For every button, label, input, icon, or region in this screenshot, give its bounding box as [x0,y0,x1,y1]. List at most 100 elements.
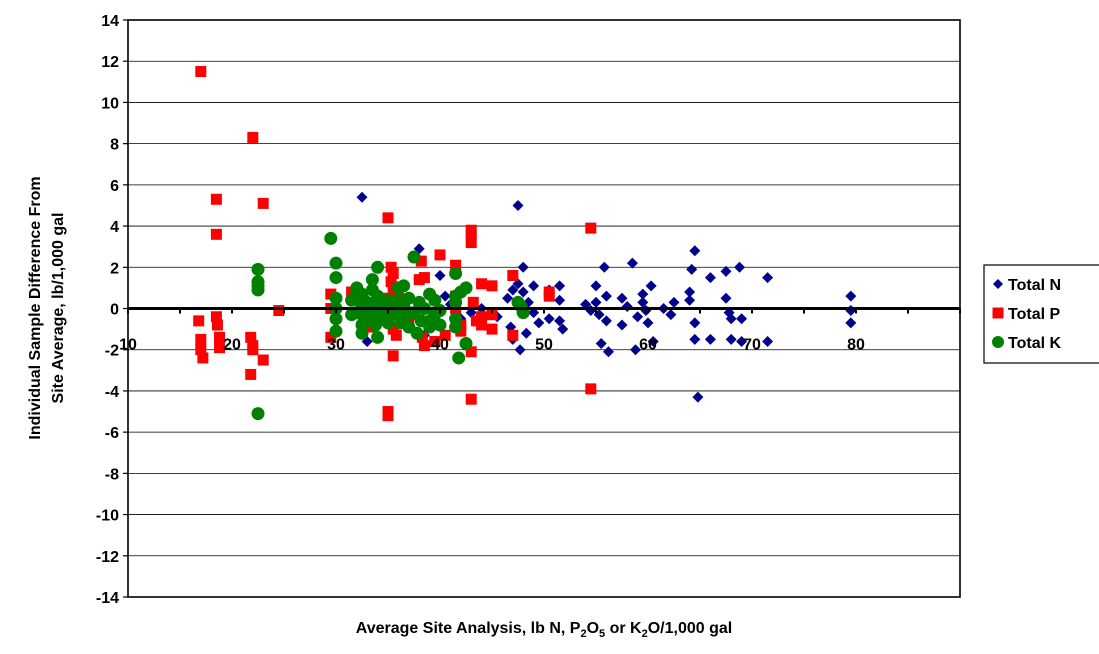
point-total-k [371,330,385,344]
grid-lines [128,60,960,557]
point-total-p [415,255,427,267]
point-total-k [365,273,379,287]
point-total-n [554,294,566,306]
point-total-n [642,317,654,329]
point-total-k [433,318,447,332]
point-total-k [324,231,338,245]
point-total-k [371,260,385,274]
point-total-p [257,197,269,209]
point-total-p [416,331,428,343]
point-total-p [434,249,446,261]
point-total-n [686,263,698,275]
point-total-p [197,352,209,364]
point-total-n [590,280,602,292]
point-total-n [616,292,628,304]
legend-label: Total K [1008,335,1061,352]
x-tick-label: 70 [743,337,761,354]
point-total-n [630,344,642,356]
point-total-n [602,346,614,358]
point-total-p [210,193,222,205]
point-total-k [345,293,359,307]
point-total-p [465,346,477,358]
point-total-n [665,309,677,321]
point-total-p [387,267,399,279]
point-total-p [325,331,337,343]
point-total-p [476,311,488,323]
x-axis-title-subscript: 5 [599,628,605,640]
point-total-k [329,271,343,285]
point-total-k [459,337,473,351]
legend-marker-total-p [992,307,1004,319]
point-total-k [410,326,424,340]
point-total-n [684,294,696,306]
point-total-p [382,410,394,422]
point-total-p [507,329,519,341]
y-tick-label: 0 [110,302,119,319]
legend-label: Total N [1008,277,1061,294]
point-total-p [195,333,207,345]
point-total-k [397,279,411,293]
point-total-k [329,312,343,326]
point-total-n [725,313,737,325]
point-total-k [329,324,343,338]
point-total-n [616,319,628,331]
point-total-p [245,331,257,343]
y-tick-labels: 14 12 10 8 6 4 2 0 -2 -4 -6 -8 -10 -12 -14 [96,13,128,607]
point-total-p [467,296,479,308]
x-tick-label: 50 [535,337,553,354]
point-total-n [520,327,532,339]
point-total-n [647,335,659,347]
point-total-n [736,335,748,347]
point-total-n [502,292,514,304]
point-total-p [465,230,477,242]
point-total-n [557,323,569,335]
point-total-k [402,291,416,305]
point-total-n [514,344,526,356]
x-tick-label: 20 [223,337,241,354]
point-total-p [476,278,488,290]
data-points [193,66,857,422]
y-tick-label: 10 [101,95,119,112]
point-total-n [439,290,451,302]
y-tick-label: -10 [96,508,119,525]
x-axis-title-part: Average Site Analysis, lb N, P [356,620,581,637]
x-tick-label: 30 [327,337,345,354]
x-axis-title: Average Site Analysis, lb N, P2O5 or K2O… [356,620,732,640]
point-total-k [452,351,466,365]
point-total-n [725,333,737,345]
x-axis-title-part: O/1,000 gal [648,620,733,637]
point-total-n [645,280,657,292]
point-total-p [387,323,399,335]
point-total-p [476,319,488,331]
y-tick-label: -12 [96,549,119,566]
point-total-k [381,316,395,330]
point-total-k [449,320,463,334]
point-total-p [385,276,397,288]
point-total-k [423,320,437,334]
y-tick-label: 12 [101,54,119,71]
x-axis-title-part: or K [605,620,642,637]
point-total-n [554,315,566,327]
point-total-n [689,333,701,345]
x-tick-labels: 10 20 30 40 50 60 70 80 [119,337,865,354]
point-total-p [543,290,555,302]
point-total-n [554,280,566,292]
point-total-k [459,281,473,295]
point-total-p [486,323,498,335]
point-total-n [692,391,704,403]
point-total-k [355,326,369,340]
point-total-n [626,257,638,269]
point-total-n [704,272,716,284]
point-total-n [356,191,368,203]
point-total-p [273,305,285,317]
y-tick-label: 2 [110,260,119,277]
point-total-k [449,295,463,309]
point-total-n [512,199,524,211]
point-total-p [390,329,402,341]
point-total-p [245,368,257,380]
point-total-p [257,354,269,366]
point-total-p [385,261,397,273]
point-total-p [210,228,222,240]
point-total-p [214,331,226,343]
point-total-p [465,237,477,249]
